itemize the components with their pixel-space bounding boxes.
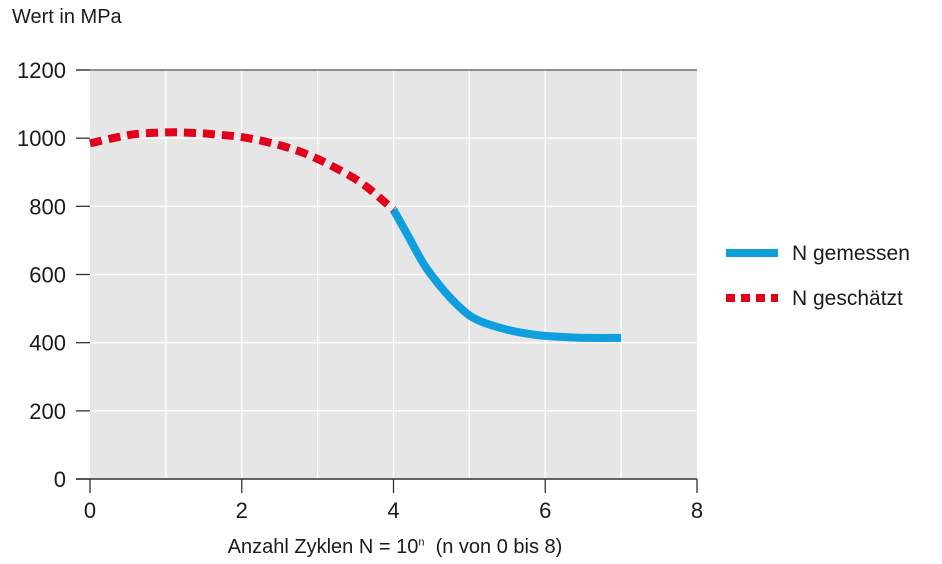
y-tick-label: 600 bbox=[29, 263, 66, 288]
x-tick-label: 4 bbox=[387, 498, 399, 523]
y-tick-label: 0 bbox=[54, 467, 66, 492]
y-tick-label: 800 bbox=[29, 194, 66, 219]
x-axis-label-exponent: n bbox=[418, 536, 424, 548]
x-tick-label: 0 bbox=[84, 498, 96, 523]
legend-label: N gemessen bbox=[792, 242, 910, 265]
x-axis-label-main: Anzahl Zyklen N = 10 bbox=[228, 536, 419, 558]
x-axis-label: Anzahl Zyklen N = 10n (n von 0 bis 8) bbox=[0, 536, 790, 559]
y-tick-label: 1200 bbox=[17, 58, 66, 83]
y-axis-label: Wert in MPa bbox=[12, 6, 122, 29]
y-tick-label: 400 bbox=[29, 331, 66, 356]
x-tick-label: 8 bbox=[691, 498, 703, 523]
x-tick-label: 2 bbox=[236, 498, 248, 523]
y-tick-label: 200 bbox=[29, 399, 66, 424]
x-tick-label: 6 bbox=[539, 498, 551, 523]
y-tick-label: 1000 bbox=[17, 126, 66, 151]
x-axis-label-suffix: (n von 0 bis 8) bbox=[436, 536, 563, 558]
legend-label: N geschätzt bbox=[792, 287, 903, 310]
